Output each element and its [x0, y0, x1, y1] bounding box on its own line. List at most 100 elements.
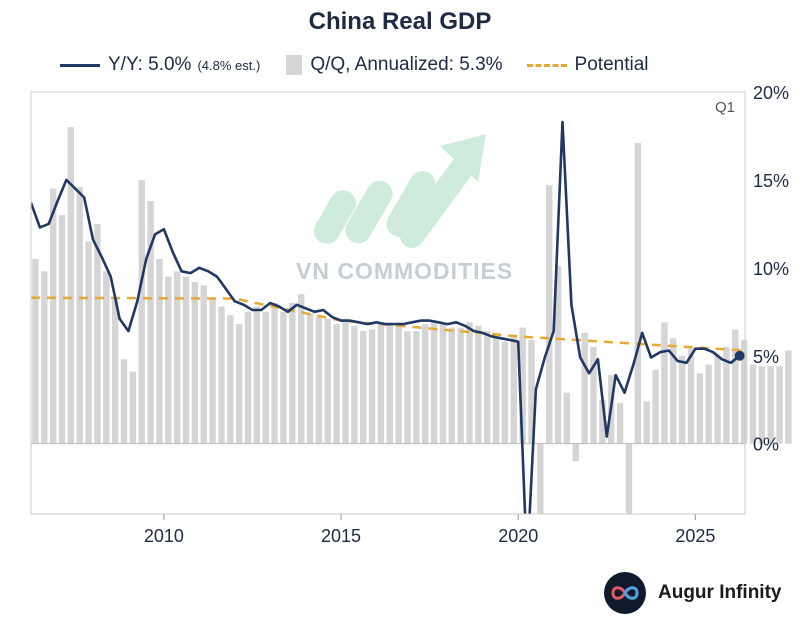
qq-bar [581, 332, 588, 444]
qq-bar [687, 348, 695, 444]
qq-bar [634, 142, 642, 444]
qq-bar [740, 339, 748, 444]
y-tick-label: 15% [753, 171, 789, 191]
qq-bar [111, 299, 119, 444]
qq-bar [351, 325, 358, 444]
qq-bar [678, 355, 686, 444]
qq-bar [572, 443, 579, 462]
brand: Augur Infinity [604, 572, 781, 614]
qq-bar [377, 322, 385, 444]
qq-bar [262, 311, 269, 444]
qq-bar [289, 303, 296, 444]
qq-bar [554, 266, 562, 444]
qq-bar [732, 329, 739, 444]
qq-bar [714, 355, 721, 444]
qq-bar [643, 401, 650, 444]
qq-bar [253, 306, 261, 444]
y-tick-label: 5% [753, 347, 779, 367]
qq-bar [76, 186, 83, 444]
qq-bar [49, 188, 57, 444]
qq-bar [182, 276, 190, 444]
qq-bar [590, 346, 597, 444]
qq-bar [395, 325, 402, 444]
qq-bar [368, 329, 376, 444]
legend-yy-swatch [60, 63, 100, 67]
legend-yy-note: (4.8% est.) [197, 57, 261, 73]
qq-bar [297, 294, 305, 444]
qq-bar [209, 299, 216, 444]
qq-bar [599, 399, 606, 444]
qq-bar [271, 303, 278, 444]
qq-bar [200, 285, 207, 444]
qq-bar [333, 324, 340, 444]
qq-bar [439, 324, 447, 444]
qq-bar [422, 324, 429, 444]
yoy-last-point [734, 350, 745, 361]
plot-frame [30, 91, 746, 515]
y-tick-label: 0% [753, 435, 779, 455]
qq-bar [173, 271, 181, 444]
qq-bar [661, 322, 668, 444]
y-tick-label: 20% [753, 83, 789, 103]
qq-bar [430, 322, 438, 444]
legend-qq-label: Q/Q, Annualized: 5.3% [310, 54, 503, 75]
brand-name: Augur Infinity [658, 582, 782, 603]
qq-bar [227, 315, 234, 444]
watermark-text: VN COMMODITIES [296, 258, 514, 284]
qq-bar [484, 331, 491, 444]
qq-bar [129, 371, 137, 444]
chart-legend: Y/Y: 5.0% (4.8% est.) Q/Q, Annualized: 5… [60, 52, 649, 78]
qq-bar [32, 259, 39, 444]
qq-bar [218, 306, 225, 444]
qq-bar [67, 127, 75, 444]
qq-bar [466, 322, 473, 444]
qq-bar [120, 359, 128, 444]
qq-bar [501, 341, 509, 444]
y-tick-label: 10% [753, 259, 789, 279]
qq-bar [616, 403, 624, 444]
qq-bar [475, 325, 482, 444]
qq-bar [85, 241, 92, 444]
qq-bar [280, 311, 287, 444]
qq-bar [244, 311, 252, 444]
q1-annotation: Q1 [715, 99, 735, 116]
chart-title: China Real GDP [308, 8, 492, 35]
x-tick-label: 2025 [675, 526, 715, 546]
qq-bar [519, 327, 526, 444]
qq-bar [413, 331, 420, 444]
qq-bar [723, 346, 730, 444]
legend-yy-label: Y/Y: 5.0% [108, 54, 192, 75]
qq-bar [360, 331, 367, 444]
qq-bar [58, 215, 66, 444]
qq-bar [670, 338, 677, 444]
qq-bar [767, 366, 774, 444]
qq-bar [510, 334, 517, 444]
legend-potential-label: Potential [574, 54, 649, 75]
x-tick-label: 2020 [498, 526, 538, 546]
qq-bar [103, 271, 110, 444]
yoy-line [31, 120, 741, 514]
qq-bar [306, 313, 314, 444]
qq-bar [537, 443, 544, 514]
legend-potential-swatch [526, 63, 567, 67]
infinity-icon [604, 572, 646, 614]
qq-bar [749, 364, 757, 444]
qq-bar [652, 369, 659, 444]
x-tick-label: 2015 [321, 526, 361, 546]
qq-bar [386, 324, 393, 444]
legend-qq-swatch [286, 55, 303, 75]
qq-bar [546, 185, 553, 444]
rising-arrow-icon [314, 134, 486, 248]
qq-bar [94, 223, 101, 444]
qq-bar [448, 327, 455, 444]
qq-bar [492, 338, 500, 444]
qq-bar [191, 281, 199, 444]
qq-bar [776, 366, 783, 444]
qq-bar [342, 320, 349, 444]
qq-bar [165, 276, 172, 444]
qq-bar [147, 201, 154, 444]
qq-bar [404, 331, 411, 444]
qq-bar [705, 364, 712, 444]
qq-bar [758, 366, 766, 444]
